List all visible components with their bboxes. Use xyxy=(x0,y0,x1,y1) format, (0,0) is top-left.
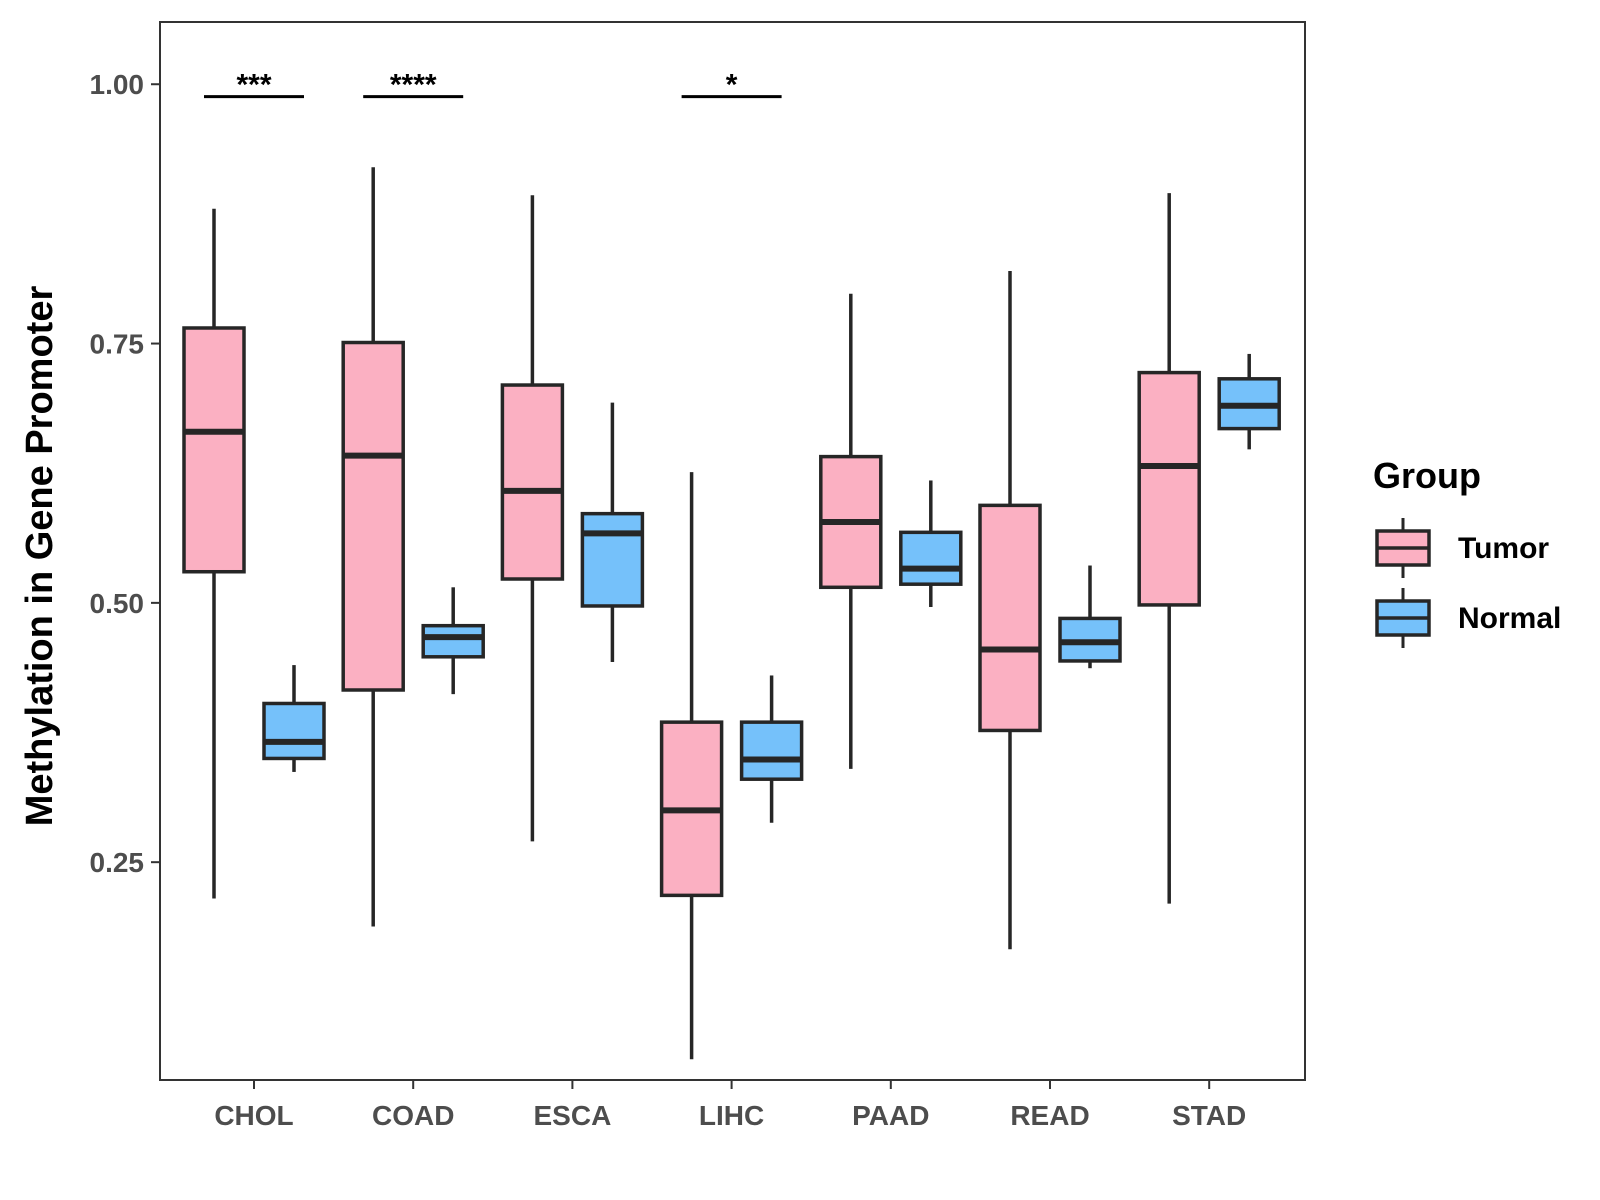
box-tumor-chol xyxy=(182,208,246,899)
legend-label-normal: Normal xyxy=(1458,602,1561,635)
box-iqr xyxy=(182,326,246,574)
box-iqr xyxy=(1137,370,1201,607)
y-tick-label: 0.50 xyxy=(90,588,145,619)
x-tick-label: CHOL xyxy=(214,1100,293,1131)
significance-label: **** xyxy=(390,69,437,102)
box-iqr xyxy=(739,720,804,781)
box-iqr xyxy=(978,503,1042,733)
box-iqr xyxy=(580,511,645,608)
significance-layer: *** **** * xyxy=(204,69,782,102)
legend: Group Tumor Normal xyxy=(1373,455,1561,648)
boxes-layer xyxy=(182,167,1281,1060)
box-tumor-read xyxy=(978,270,1042,950)
legend-key-normal xyxy=(1375,588,1431,648)
box-normal-coad xyxy=(421,587,485,695)
y-tick-label: 1.00 xyxy=(90,69,145,100)
legend-title: Group xyxy=(1373,455,1481,496)
legend-key-tumor xyxy=(1375,518,1431,578)
box-iqr xyxy=(262,701,326,761)
x-tick-label: ESCA xyxy=(534,1100,612,1131)
x-tick-label: STAD xyxy=(1172,1100,1246,1131)
significance-label: * xyxy=(726,69,738,102)
significance-label: *** xyxy=(236,69,271,102)
x-tick-label: COAD xyxy=(372,1100,454,1131)
y-tick-label: 0.75 xyxy=(90,329,145,360)
box-normal-chol xyxy=(262,665,326,772)
panel-border xyxy=(159,21,1306,1081)
box-normal-stad xyxy=(1217,353,1281,450)
box-iqr xyxy=(341,340,405,692)
x-tick-label: READ xyxy=(1010,1100,1089,1131)
box-tumor-coad xyxy=(341,167,405,927)
y-tick-label: 0.25 xyxy=(90,847,145,878)
x-tick-label: PAAD xyxy=(852,1100,929,1131)
y-axis-title: Methylation in Gene Promoter xyxy=(19,286,61,827)
box-iqr xyxy=(500,383,565,581)
legend-label-tumor: Tumor xyxy=(1458,532,1549,565)
box-tumor-stad xyxy=(1137,193,1201,904)
box-normal-lihc xyxy=(739,675,804,823)
box-normal-read xyxy=(1058,565,1122,669)
box-tumor-paad xyxy=(819,293,883,769)
box-normal-esca xyxy=(580,402,645,662)
box-tumor-lihc xyxy=(659,472,724,1060)
x-axis: CHOL COAD ESCA LIHC PAAD READ STAD xyxy=(214,1080,1246,1131)
box-iqr xyxy=(899,530,963,586)
box-iqr xyxy=(421,623,485,659)
box-normal-paad xyxy=(899,480,963,608)
y-axis: 0.25 0.50 0.75 1.00 xyxy=(90,69,160,878)
x-tick-label: LIHC xyxy=(699,1100,764,1131)
box-tumor-esca xyxy=(500,195,565,842)
